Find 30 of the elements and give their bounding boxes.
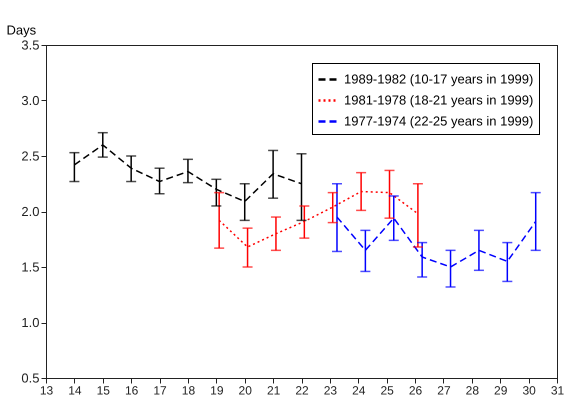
- y-tick-label: 1.0: [21, 315, 40, 330]
- legend-label: 1981-1978 (18-21 years in 1999): [344, 92, 534, 108]
- x-tick-label: 25: [380, 384, 394, 398]
- x-tick-label: 18: [182, 384, 196, 398]
- y-tick-label: 3.5: [21, 38, 40, 52]
- x-tick-label: 14: [68, 384, 82, 398]
- x-tick-label: 22: [295, 384, 309, 398]
- x-tick-label: 28: [466, 384, 480, 398]
- x-tick-label: 31: [550, 384, 564, 398]
- x-tick-label: 30: [522, 384, 536, 398]
- x-tick-label: 17: [153, 384, 168, 398]
- legend-label: 1989-1982 (10-17 years in 1999): [344, 72, 534, 86]
- x-tick-label: 23: [324, 384, 338, 398]
- y-tick-label: 2.0: [21, 204, 40, 219]
- x-tick-label: 26: [408, 384, 423, 398]
- y-tick-label: 3.0: [21, 93, 40, 108]
- x-tick-label: 24: [352, 384, 366, 398]
- x-tick-label: 21: [266, 384, 281, 398]
- x-tick-label: 29: [494, 384, 508, 398]
- x-tick-label: 16: [124, 384, 139, 398]
- legend-label: 1977-1974 (22-25 years in 1999): [344, 114, 534, 128]
- x-tick-label: 15: [96, 384, 110, 398]
- y-tick-label: 1.5: [21, 260, 40, 274]
- y-axis-title: Days: [6, 22, 37, 38]
- y-tick-label: 2.5: [21, 148, 40, 164]
- x-tick-label: 20: [238, 384, 252, 398]
- x-tick-label: 13: [40, 384, 54, 398]
- x-tick-label: 27: [437, 384, 451, 398]
- y-tick-label: 0.5: [21, 370, 40, 386]
- x-tick-label: 19: [210, 384, 224, 398]
